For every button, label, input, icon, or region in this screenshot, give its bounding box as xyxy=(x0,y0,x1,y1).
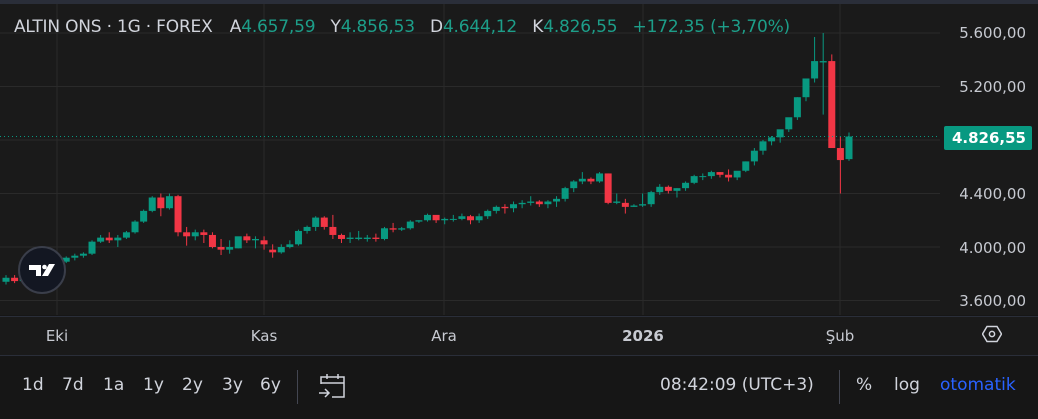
range-1y-button[interactable]: 1y xyxy=(143,375,164,395)
open-value: 4.657,59 xyxy=(241,17,316,37)
x-tick-sub: Şub xyxy=(825,327,855,345)
range-2y-button[interactable]: 2y xyxy=(182,375,203,395)
log-scale-toggle[interactable]: log xyxy=(894,375,920,395)
range-3y-button[interactable]: 3y xyxy=(222,375,243,395)
last-price-tag: 4.826,55 xyxy=(944,126,1032,150)
tradingview-logo-icon[interactable] xyxy=(18,246,66,294)
candlestick-chart[interactable] xyxy=(0,0,1038,316)
y-tick-4400: 4.400,00 xyxy=(959,185,1026,203)
x-tick-eki: Eki xyxy=(45,327,69,345)
top-border xyxy=(0,0,1038,4)
low-value: 4.644,12 xyxy=(442,17,518,37)
percent-scale-toggle[interactable]: % xyxy=(856,375,873,395)
settings-hexagon-icon[interactable] xyxy=(981,324,1003,344)
y-tick-5600: 5.600,00 xyxy=(959,24,1026,42)
range-6y-button[interactable]: 6y xyxy=(260,375,281,395)
clock-timezone[interactable]: 08:42:09 (UTC+3) xyxy=(660,375,814,395)
symbol-title[interactable]: ALTIN ONS · 1G · FOREX xyxy=(14,17,213,37)
y-tick-3600: 3.600,00 xyxy=(959,292,1026,310)
high-value: 4.856,53 xyxy=(340,17,415,37)
bottom-toolbar: 1d 7d 1a 1y 2y 3y 6y 08:42:09 (UTC+3) % … xyxy=(0,355,1038,419)
range-1a-button[interactable]: 1a xyxy=(103,375,125,395)
open-label: A xyxy=(229,17,242,37)
change-value: +172,35 (+3,70%) xyxy=(632,17,791,37)
y-tick-5200: 5.200,00 xyxy=(959,78,1026,96)
high-label: Y xyxy=(330,17,341,37)
x-tick-ara: Ara xyxy=(431,327,457,345)
x-tick-kas: Kas xyxy=(250,327,278,345)
range-7d-button[interactable]: 7d xyxy=(62,375,84,395)
chart-pane[interactable] xyxy=(0,4,940,315)
auto-scale-toggle[interactable]: otomatik xyxy=(940,375,1016,395)
price-scale[interactable] xyxy=(940,4,1038,315)
toolbar-divider xyxy=(297,370,298,404)
x-tick-2026: 2026 xyxy=(622,327,664,345)
close-value: 4.826,55 xyxy=(543,17,618,37)
y-tick-4000: 4.000,00 xyxy=(959,239,1026,257)
low-label: D xyxy=(430,17,443,37)
calendar-goto-icon[interactable] xyxy=(318,372,348,400)
ohlc-legend: ALTIN ONS · 1G · FOREX A4.657,59 Y4.856,… xyxy=(14,17,800,37)
toolbar-divider xyxy=(839,370,840,404)
range-1d-button[interactable]: 1d xyxy=(22,375,44,395)
close-label: K xyxy=(532,17,544,37)
time-axis[interactable]: Eki Kas Ara 2026 Şub xyxy=(0,316,1038,355)
